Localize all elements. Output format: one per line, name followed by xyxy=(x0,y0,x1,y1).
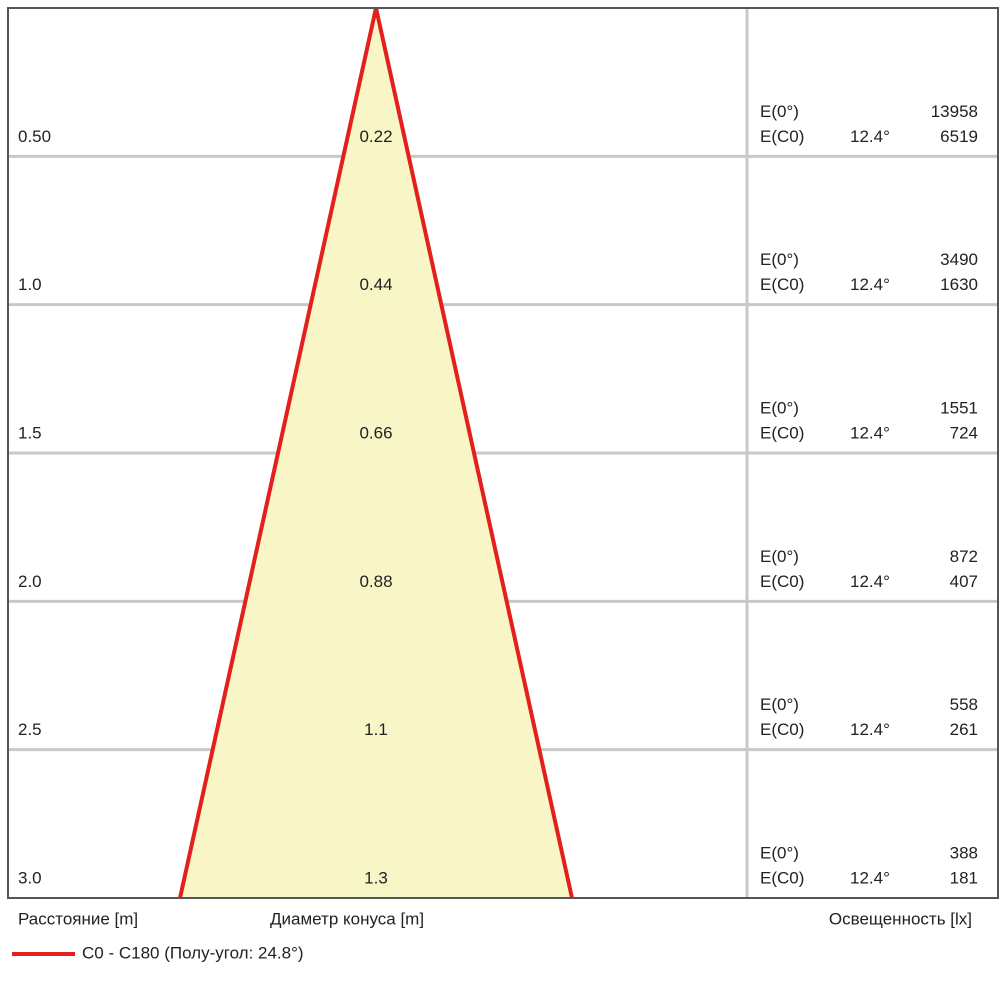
e0-value: 3490 xyxy=(940,250,978,269)
e0-value: 388 xyxy=(950,843,978,862)
illuminance-label: Освещенность [lx] xyxy=(829,909,972,928)
distance: 1.5 xyxy=(18,423,42,442)
e0-value: 872 xyxy=(950,547,978,566)
e0-label: E(0°) xyxy=(760,547,799,566)
diameter: 0.22 xyxy=(359,127,392,146)
rows: 0.50 0.22 E(0°) 13958 E(C0) 12.4° 6519 1.0 0.44 E… xyxy=(18,102,978,888)
e0-value: 1551 xyxy=(940,398,978,417)
distance: 2.0 xyxy=(18,572,42,591)
distance: 1.0 xyxy=(18,275,42,294)
ec0-value: 1630 xyxy=(940,275,978,294)
e0-label: E(0°) xyxy=(760,843,799,862)
ec0-value: 724 xyxy=(950,423,978,442)
ec0-label: E(C0) xyxy=(760,127,804,146)
ec0-value: 181 xyxy=(950,868,978,887)
ec0-value: 261 xyxy=(950,720,978,739)
distance: 2.5 xyxy=(18,720,42,739)
angle: 12.4° xyxy=(850,275,890,294)
diameter-label: Диаметр конуса [m] xyxy=(270,909,424,928)
angle: 12.4° xyxy=(850,127,890,146)
diameter: 0.44 xyxy=(359,275,392,294)
ec0-label: E(C0) xyxy=(760,572,804,591)
ec0-label: E(C0) xyxy=(760,720,804,739)
e0-value: 13958 xyxy=(931,102,978,121)
diameter: 0.88 xyxy=(359,572,392,591)
angle: 12.4° xyxy=(850,720,890,739)
angle: 12.4° xyxy=(850,868,890,887)
ec0-label: E(C0) xyxy=(760,868,804,887)
cone-fill xyxy=(180,8,572,898)
diameter: 1.1 xyxy=(364,720,388,739)
e0-label: E(0°) xyxy=(760,695,799,714)
distance: 3.0 xyxy=(18,868,42,887)
legend-label: C0 - C180 (Полу-угол: 24.8°) xyxy=(82,943,304,962)
frame xyxy=(7,7,999,899)
angle: 12.4° xyxy=(850,572,890,591)
ec0-value: 407 xyxy=(950,572,978,591)
distance: 0.50 xyxy=(18,127,51,146)
e0-label: E(0°) xyxy=(760,250,799,269)
ec0-value: 6519 xyxy=(940,127,978,146)
diameter: 1.3 xyxy=(364,868,388,887)
ec0-label: E(C0) xyxy=(760,423,804,442)
ec0-label: E(C0) xyxy=(760,275,804,294)
angle: 12.4° xyxy=(850,423,890,442)
e0-label: E(0°) xyxy=(760,102,799,121)
e0-value: 558 xyxy=(950,695,978,714)
distance-label: Расстояние [m] xyxy=(18,909,138,928)
diameter: 0.66 xyxy=(359,423,392,442)
e0-label: E(0°) xyxy=(760,398,799,417)
